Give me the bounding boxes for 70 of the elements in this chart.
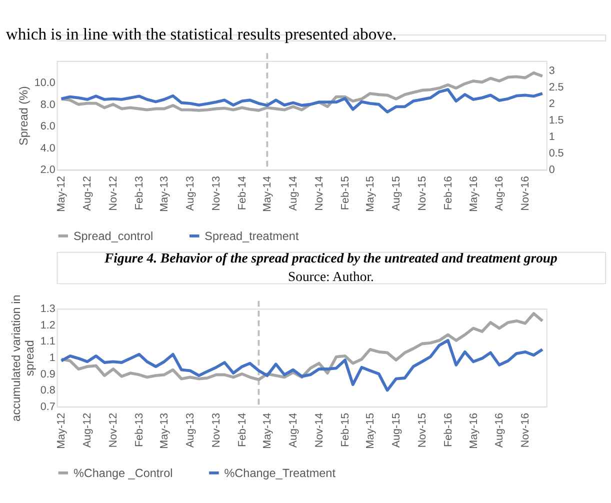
x-tick-label: May-12 <box>56 412 68 449</box>
x-tick-label: May-14 <box>262 412 274 449</box>
x-tick-label: Aug-14 <box>288 412 300 448</box>
y2-tick-label: 0.5 <box>548 148 564 160</box>
x-tick-label: Feb-13 <box>134 176 146 210</box>
y-axis-title: accumulated variation in spread <box>10 294 36 422</box>
x-tick-label: Nov-15 <box>416 412 428 448</box>
y-axis-title: Spread (%) <box>18 86 31 146</box>
x-tick-label: May-16 <box>468 176 480 212</box>
x-tick-label: Aug-16 <box>494 412 506 448</box>
x-tick-label: Nov-12 <box>108 412 120 448</box>
x-tick-label: Feb-14 <box>236 176 249 210</box>
x-tick-label: May-12 <box>56 176 68 212</box>
y-tick-label: 1.3 <box>40 303 56 316</box>
x-tick-label: May-14 <box>262 176 274 212</box>
x-tick-label: Feb-15 <box>339 412 352 448</box>
y-tick-label: 10.0 <box>34 77 56 90</box>
x-tick-label: Nov-16 <box>520 176 532 211</box>
x-tick-label: Feb-15 <box>339 176 352 210</box>
x-tick-label: Nov-15 <box>416 176 428 211</box>
x-tick-label: Feb-16 <box>442 176 454 210</box>
y-tick-label: 1 <box>49 352 56 364</box>
x-tick-label: Nov-12 <box>108 176 120 211</box>
y-tick-label: 0.7 <box>40 400 56 413</box>
x-tick-label: Aug-12 <box>82 176 94 211</box>
x-tick-label: May-15 <box>364 412 377 449</box>
y-tick-label: 1.2 <box>40 319 56 332</box>
x-tick-label: Aug-12 <box>82 412 94 448</box>
x-tick-label: Feb-13 <box>134 412 146 448</box>
x-tick-label: Nov-13 <box>210 176 223 211</box>
x-tick-label: Nov-13 <box>210 412 223 448</box>
x-tick-label: Feb-14 <box>236 412 249 448</box>
x-tick-label: Nov-16 <box>520 412 532 448</box>
x-tick-label: Aug-16 <box>494 176 506 211</box>
x-tick-label: Aug-13 <box>184 412 197 448</box>
legend-label: Spread_control <box>73 230 154 243</box>
y-tick-label: 6.0 <box>40 120 56 133</box>
y-tick-label: 8.0 <box>40 98 56 111</box>
line-series <box>60 312 544 382</box>
y2-tick-label: 3 <box>548 65 555 78</box>
y2-tick-label: 2 <box>548 98 555 110</box>
y2-tick-label: 0 <box>548 164 555 176</box>
line-series <box>60 88 544 114</box>
x-tick-label: May-13 <box>158 412 171 449</box>
x-tick-label: Aug-15 <box>390 412 402 448</box>
legend-label: %Change _Control <box>73 466 173 480</box>
x-tick-label: Nov-14 <box>313 176 326 211</box>
y-tick-label: 2.0 <box>40 164 56 176</box>
source-note: Source: Author. <box>288 269 374 284</box>
x-tick-label: May-15 <box>364 176 377 212</box>
x-tick-label: May-13 <box>158 176 171 212</box>
y-tick-label: 4.0 <box>40 142 56 154</box>
y2-tick-label: 2.5 <box>548 82 564 94</box>
legend-label: %Change_Treatment <box>224 466 336 480</box>
line-series <box>60 339 544 392</box>
x-tick-label: Feb-16 <box>442 412 454 448</box>
text: which is in line with the statistical results presented above. <box>6 24 396 44</box>
caption: Figure 4. Behavior of the spread practiced by the untreated and treatment group <box>104 250 558 266</box>
x-tick-label: Aug-15 <box>390 176 402 211</box>
legend-label: Spread_treatment <box>204 230 300 243</box>
x-tick-label: May-16 <box>468 412 480 449</box>
y-tick-label: 0.9 <box>40 368 56 380</box>
y2-tick-label: 1 <box>548 131 555 144</box>
line-series <box>60 71 544 112</box>
x-tick-label: Aug-14 <box>288 176 300 211</box>
y2-tick-label: 1.5 <box>548 114 564 127</box>
y-tick-label: 1.1 <box>40 336 56 348</box>
x-tick-label: Aug-13 <box>184 176 197 211</box>
x-tick-label: Nov-14 <box>313 412 326 448</box>
y-tick-label: 0.8 <box>40 384 56 397</box>
